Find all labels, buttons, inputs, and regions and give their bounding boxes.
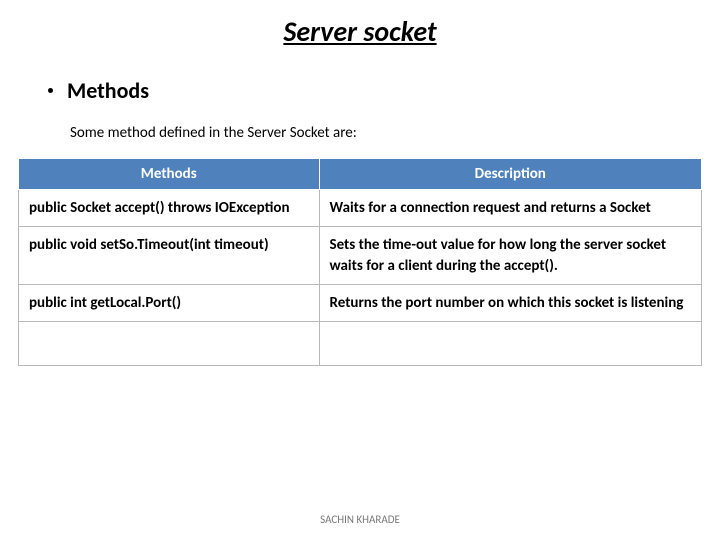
table-row: public int getLocal.Port() Returns the p…: [19, 284, 702, 321]
table-cell-empty: [319, 322, 701, 366]
methods-table: Methods Description public Socket accept…: [18, 158, 702, 366]
bullet-item: Methods: [48, 77, 720, 104]
table-cell-method: public Socket accept() throws IOExceptio…: [19, 190, 320, 227]
intro-text: Some method defined in the Server Socket…: [70, 124, 720, 142]
methods-table-wrap: Methods Description public Socket accept…: [18, 158, 702, 366]
table-header-description: Description: [319, 159, 701, 190]
page-title: Server socket: [0, 0, 720, 49]
table-cell-desc: Returns the port number on which this so…: [319, 284, 701, 321]
table-header-methods: Methods: [19, 159, 320, 190]
table-cell-empty: [19, 322, 320, 366]
table-cell-method: public int getLocal.Port(): [19, 284, 320, 321]
table-row: public void setSo.Timeout(int timeout) S…: [19, 227, 702, 285]
bullet-text: Methods: [67, 77, 149, 104]
table-cell-desc: Waits for a connection request and retur…: [319, 190, 701, 227]
table-cell-desc: Sets the time-out value for how long the…: [319, 227, 701, 285]
bullet-dot-icon: [48, 88, 53, 93]
bullet-section: Methods: [48, 77, 720, 104]
table-row: public Socket accept() throws IOExceptio…: [19, 190, 702, 227]
table-cell-method: public void setSo.Timeout(int timeout): [19, 227, 320, 285]
footer-text: SACHIN KHARADE: [0, 513, 720, 526]
table-header-row: Methods Description: [19, 159, 702, 190]
table-row-empty: [19, 322, 702, 366]
